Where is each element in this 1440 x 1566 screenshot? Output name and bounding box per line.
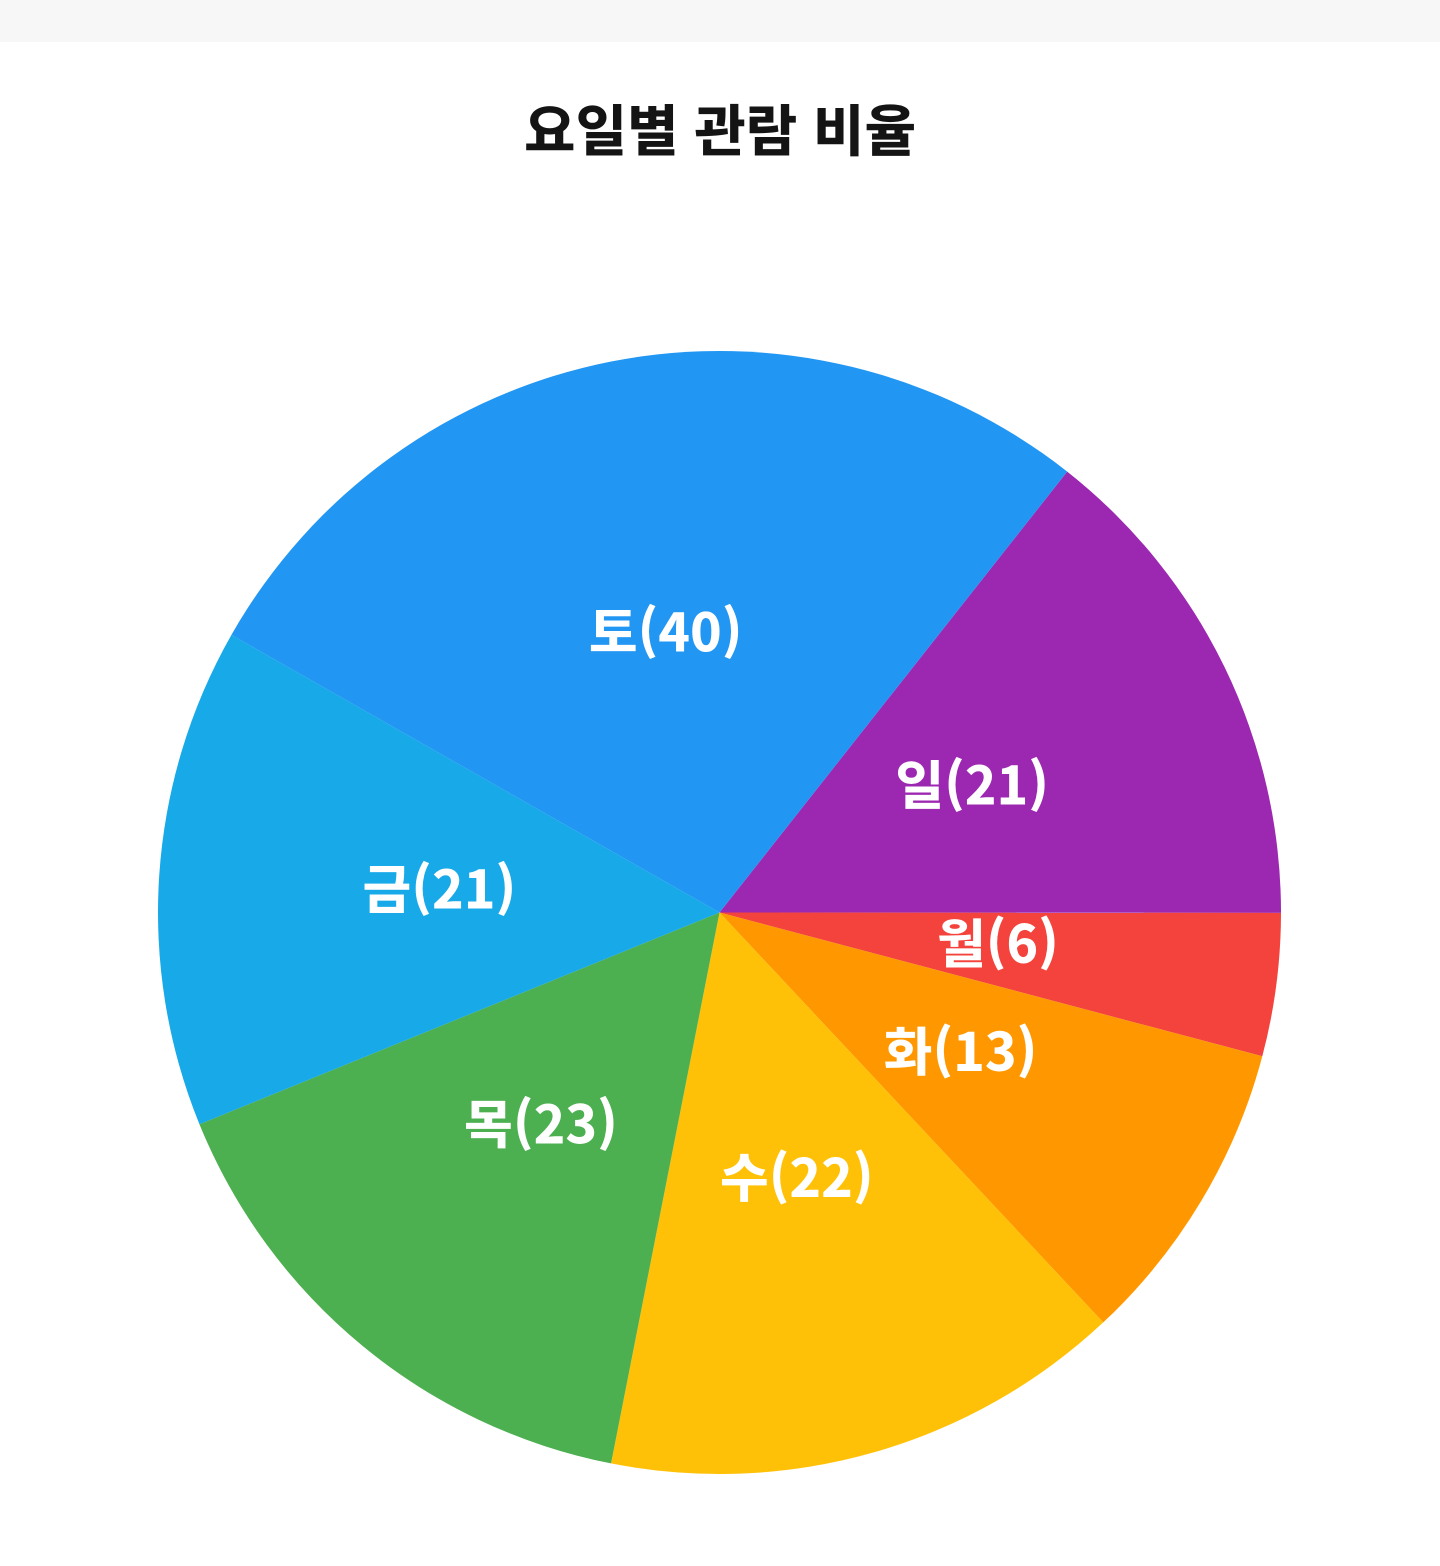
svg-text:화(13): 화(13) <box>884 1011 1038 1087</box>
svg-text:목(23): 목(23) <box>464 1084 618 1160</box>
svg-text:금(21): 금(21) <box>363 849 517 925</box>
svg-text:월(6): 월(6) <box>937 903 1059 979</box>
svg-text:수(22): 수(22) <box>720 1137 874 1213</box>
svg-text:일(21): 일(21) <box>895 744 1049 820</box>
svg-text:토(40): 토(40) <box>589 591 743 667</box>
